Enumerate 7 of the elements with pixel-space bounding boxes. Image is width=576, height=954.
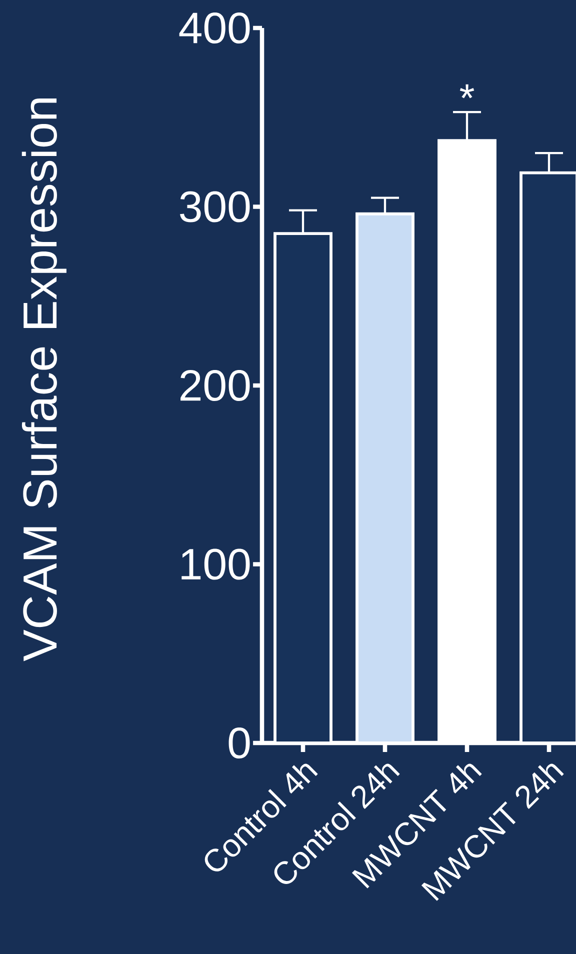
y-tick-label: 300: [180, 191, 250, 222]
y-tick-label: 200: [180, 370, 250, 402]
y-tick-label: 400: [179, 12, 250, 44]
annotation: *: [460, 84, 474, 98]
y-axis-title: VCAM Surface Expression: [22, 98, 66, 662]
y-tick-label: 100: [182, 548, 250, 580]
y-tick-label: 0: [228, 727, 250, 759]
